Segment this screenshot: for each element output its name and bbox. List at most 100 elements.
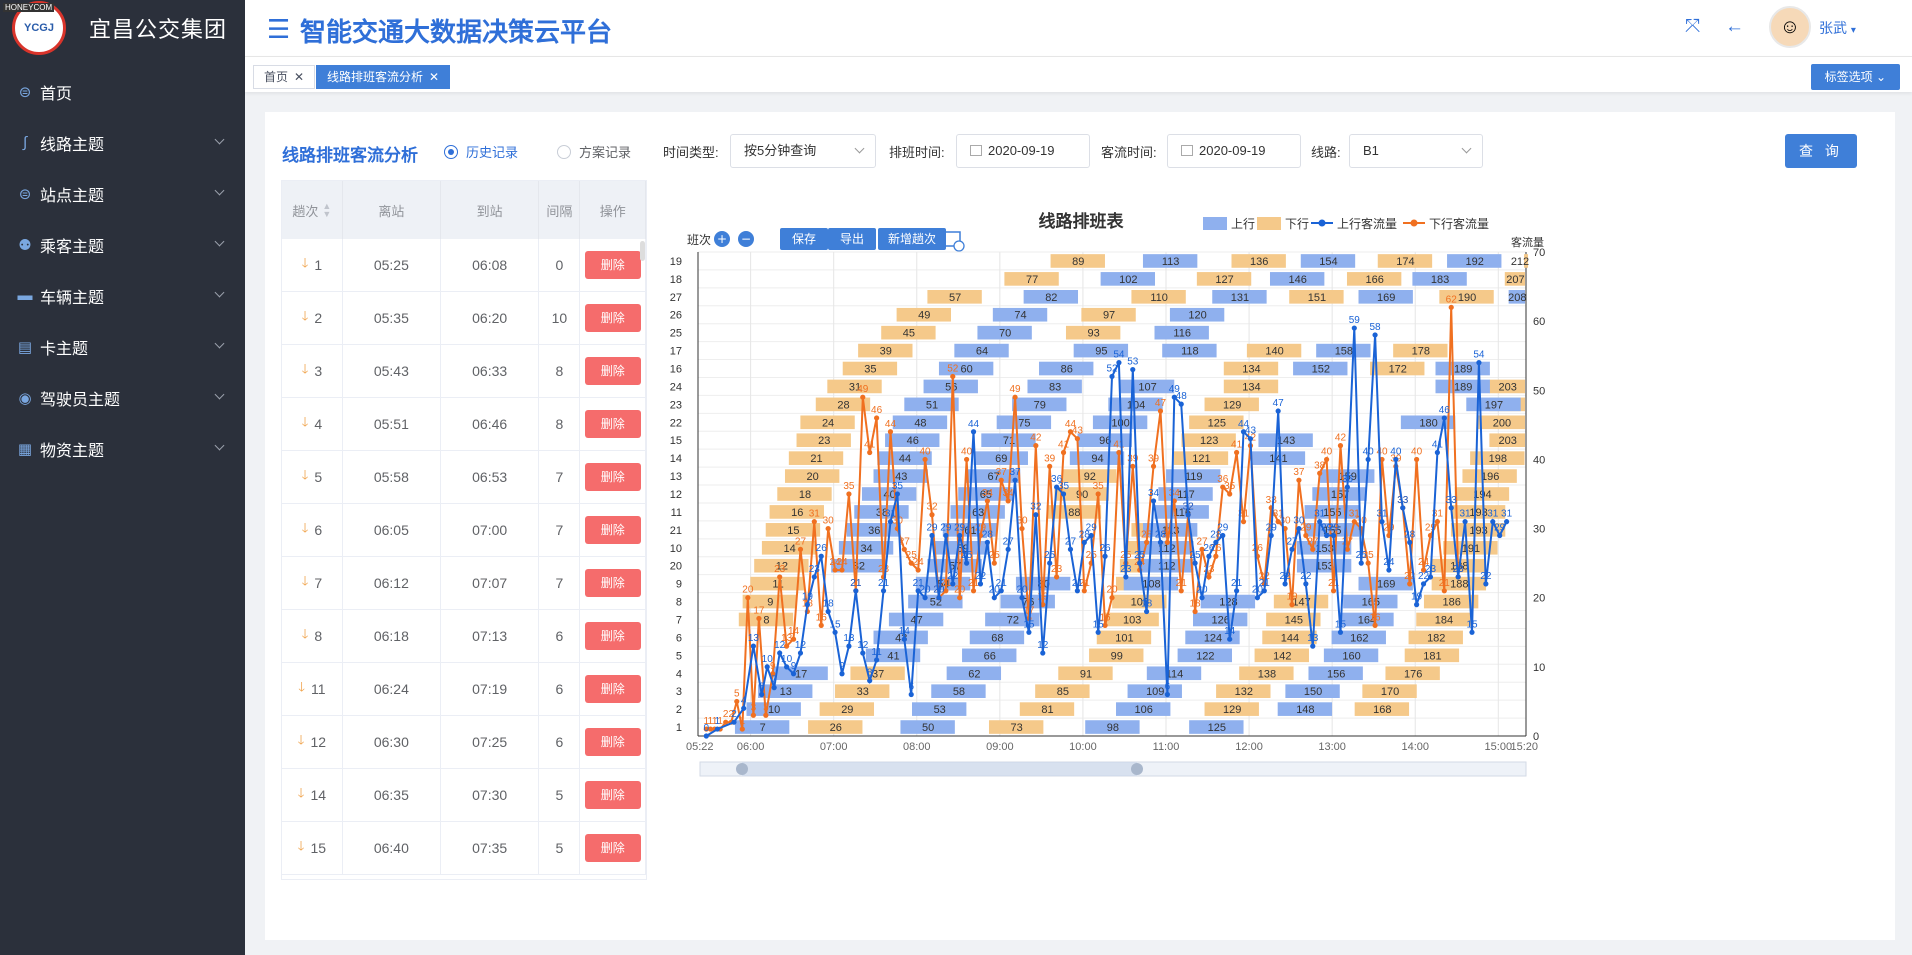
cell-value: 05:51 xyxy=(373,416,409,432)
table-cell: 6 xyxy=(539,663,581,715)
delete-button[interactable]: 删除 xyxy=(584,675,641,703)
arrow-down-icon[interactable]: 🡓 xyxy=(297,785,305,800)
sidebar-item-3[interactable]: ⚉ 乘客主题 xyxy=(0,219,245,270)
delete-button[interactable]: 删除 xyxy=(584,569,641,597)
down-flow-point xyxy=(1206,574,1212,580)
down-trip-bar xyxy=(1019,702,1075,716)
arrow-down-icon[interactable]: 🡓 xyxy=(301,520,309,535)
col-trip[interactable]: 趟次 ▲ ▼ xyxy=(282,181,343,239)
up-trip-bar xyxy=(1285,684,1340,698)
time-type-select[interactable]: 按5分钟查询 xyxy=(730,134,876,168)
tab-route-analysis[interactable]: 线路排班客流分析 ✕ xyxy=(316,65,451,89)
up-flow-point xyxy=(1317,519,1323,525)
up-trip-bar xyxy=(861,487,917,501)
user-menu[interactable]: 张武 ▾ xyxy=(1819,18,1856,38)
up-trip-bar-label: 197 xyxy=(1485,399,1503,411)
y-row-label: 9 xyxy=(676,579,682,591)
down-flow-point xyxy=(763,712,769,718)
add-trip-button[interactable] xyxy=(878,228,946,250)
down-trip-bar-label: 138 xyxy=(1258,668,1276,680)
sidebar-item-7[interactable]: ▦ 物资主题 xyxy=(0,423,245,474)
back-arrow-icon[interactable]: ← xyxy=(1725,16,1744,37)
arrow-down-icon[interactable]: 🡓 xyxy=(301,308,309,323)
radio-history[interactable]: 历史记录 xyxy=(444,142,518,161)
schedule-date-picker[interactable]: 2020-09-19 xyxy=(956,134,1090,168)
up-flow-point xyxy=(1427,574,1434,580)
fullscreen-icon[interactable]: ⤧ xyxy=(1685,16,1701,37)
arrow-down-icon[interactable]: 🡓 xyxy=(301,361,309,376)
up-trip-bar-label: 122 xyxy=(1196,650,1214,662)
arrow-down-icon[interactable]: 🡓 xyxy=(301,626,309,641)
sidebar-item-1[interactable]: ∫ 线路主题 xyxy=(0,117,245,168)
zoom-handle-right[interactable] xyxy=(1131,763,1143,775)
radio-plan[interactable]: 方案记录 xyxy=(557,142,631,161)
delete-button[interactable]: 删除 xyxy=(584,304,641,332)
up-trip-bar-label: 118 xyxy=(1181,346,1199,358)
x-tick-label: 15:20 xyxy=(1510,741,1538,753)
up-flow-value: 11 xyxy=(871,647,882,658)
save-button[interactable] xyxy=(780,228,828,250)
arrow-down-icon[interactable]: 🡓 xyxy=(298,679,305,694)
add-shift-icon[interactable] xyxy=(714,231,730,247)
table-cell: 10 xyxy=(539,292,581,344)
up-flow-point xyxy=(1386,567,1392,573)
table-cell: 07:19 xyxy=(441,663,540,715)
down-trip-bar-label: 151 xyxy=(1308,292,1326,304)
table-scrollbar[interactable] xyxy=(640,241,645,261)
export-button[interactable] xyxy=(828,228,876,250)
sidebar-item-6[interactable]: ◉ 驾驶员主题 xyxy=(0,372,245,423)
close-icon[interactable]: ✕ xyxy=(429,70,440,84)
arrow-down-icon[interactable]: 🡓 xyxy=(301,467,309,482)
delete-button[interactable]: 删除 xyxy=(584,728,641,756)
down-trip-bar xyxy=(842,361,898,376)
up-flow-value: 21 xyxy=(878,578,890,589)
up-flow-value: 9 xyxy=(791,661,797,672)
delete-button[interactable]: 删除 xyxy=(584,516,641,544)
up-flow-value: 43 xyxy=(1245,426,1257,437)
down-trip-bar xyxy=(761,540,817,555)
down-flow-value: 20 xyxy=(1106,585,1118,596)
down-trip-bar-label: 97 xyxy=(1103,310,1115,322)
down-flow-point xyxy=(1095,491,1101,497)
remove-shift-icon[interactable] xyxy=(738,231,754,247)
down-flow-value: 44 xyxy=(885,419,897,430)
user-avatar[interactable]: ☺ xyxy=(1769,6,1811,48)
delete-button[interactable]: 删除 xyxy=(584,410,641,438)
cell-value: 8 xyxy=(555,416,564,432)
up-flow-point xyxy=(964,560,970,566)
tag-options-button[interactable]: 标签选项 ⌄ xyxy=(1810,64,1900,90)
arrow-down-icon[interactable]: 🡓 xyxy=(301,255,309,270)
up-flow-value: 21 xyxy=(1259,578,1271,589)
down-flow-point xyxy=(998,477,1004,483)
sidebar-item-0[interactable]: ⊜ 首页 xyxy=(0,66,245,117)
hamburger-menu-icon[interactable]: ☰ xyxy=(267,14,291,44)
query-button[interactable]: 查 询 xyxy=(1785,134,1857,168)
arrow-down-icon[interactable]: 🡓 xyxy=(301,414,309,429)
delete-button[interactable]: 删除 xyxy=(584,251,641,279)
delete-button[interactable]: 删除 xyxy=(584,834,641,862)
calendar-icon[interactable] xyxy=(943,231,961,247)
select-value: 按5分钟查询 xyxy=(744,143,817,158)
delete-button[interactable]: 删除 xyxy=(584,357,641,385)
route-select[interactable]: B1 xyxy=(1349,134,1483,168)
arrow-down-icon[interactable]: 🡓 xyxy=(301,573,309,588)
down-trip-bar xyxy=(1239,666,1294,681)
down-flow-value: 24 xyxy=(1418,557,1430,568)
sort-icon[interactable]: ▲ ▼ xyxy=(322,201,332,219)
down-flow-point xyxy=(1365,560,1371,566)
sidebar-item-2[interactable]: ⊜ 站点主题 xyxy=(0,168,245,219)
up-flow-point xyxy=(1227,636,1233,642)
flow-date-picker[interactable]: 2020-09-19 xyxy=(1167,134,1301,168)
close-icon[interactable]: ✕ xyxy=(294,70,305,84)
up-trip-bar-label: 34 xyxy=(860,543,872,555)
arrow-down-icon[interactable]: 🡓 xyxy=(297,838,305,853)
sidebar-item-4[interactable]: ▬ 车辆主题 xyxy=(0,270,245,321)
delete-button[interactable]: 删除 xyxy=(584,463,641,491)
sidebar-item-5[interactable]: ▤ 卡主题 xyxy=(0,321,245,372)
delete-button[interactable]: 删除 xyxy=(584,781,641,809)
arrow-down-icon[interactable]: 🡓 xyxy=(297,732,305,747)
zoom-handle-left[interactable] xyxy=(736,763,748,775)
tab-home[interactable]: 首页 ✕ xyxy=(253,65,316,89)
up-flow-point xyxy=(1414,602,1420,608)
delete-button[interactable]: 删除 xyxy=(584,622,641,650)
